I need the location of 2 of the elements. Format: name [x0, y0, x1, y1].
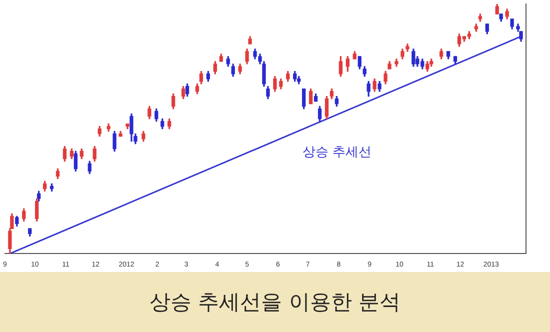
series-label: 상승 추세선 [302, 145, 372, 160]
text: 상승 추세선을 이용한 분석 [0, 272, 550, 332]
